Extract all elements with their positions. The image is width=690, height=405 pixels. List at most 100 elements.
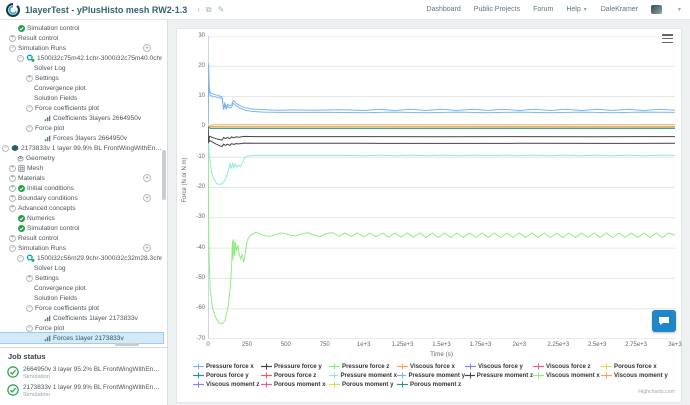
tree-item-convergence-plot[interactable]: Convergence plot <box>0 83 163 93</box>
expand-icon[interactable]: + <box>9 234 16 242</box>
add-icon[interactable]: + <box>143 194 151 202</box>
tree-item-geometry[interactable]: Geometry <box>0 153 163 163</box>
job-item[interactable]: 2173833v 1 layer 99.9% BL FrontWingWithE… <box>0 382 167 400</box>
nav-public-projects[interactable]: Public Projects <box>473 6 521 13</box>
legend-marker-icon <box>261 363 272 370</box>
legend-item[interactable]: Viscous moment x <box>533 372 601 379</box>
tree-item-simulation-runs[interactable]: − Simulation Runs + <box>0 43 163 53</box>
collapse-icon[interactable]: − <box>26 324 33 332</box>
tree-item-settings[interactable]: + Settings <box>0 73 163 83</box>
tree-item-force-plot[interactable]: − Force plot <box>0 323 163 333</box>
nav-forum[interactable]: Forum <box>533 6 554 13</box>
tree-item-simulation-control[interactable]: Simulation control <box>0 223 163 233</box>
expand-icon[interactable]: + <box>9 204 16 212</box>
job-type: Simulation <box>23 392 51 398</box>
tree-item-initial-conditions[interactable]: + Initial conditions <box>0 183 163 193</box>
collapse-icon[interactable]: − <box>9 244 16 252</box>
legend-item[interactable]: Viscous force z <box>533 363 601 370</box>
user-name[interactable]: DaleKramer <box>600 6 639 13</box>
force-plot-card: Force (N or N m) 30 20 10 0 -10 -20 -30 -40 -50 -… <box>176 28 682 403</box>
tree-item-1500i32c56m29-9chr-3000i32c32m28-3chr[interactable]: − 1500i32c56m29.9chr-3000i32c32m28.3chr <box>0 253 163 263</box>
tree-item-materials[interactable]: + Materials + <box>0 173 163 183</box>
legend-item[interactable]: Pressure force y <box>261 363 329 370</box>
edit-icon[interactable]: ✎ <box>217 4 225 14</box>
tree-item-simulation-runs[interactable]: − Simulation Runs + <box>0 243 163 253</box>
tree-item-simulation-control[interactable]: Simulation control <box>0 23 163 33</box>
tree-item-solution-fields[interactable]: Solution Fields <box>0 93 163 103</box>
tree-item-force-coefficients-plot[interactable]: − Force coefficients plot <box>0 103 163 113</box>
tree-item-label: Result control <box>18 234 59 242</box>
expand-icon[interactable]: + <box>26 74 33 82</box>
tree-item-coefficients-3layers-2664950v[interactable]: Coefficients 3layers 2664950v <box>0 113 163 123</box>
force-plot <box>208 36 675 339</box>
add-icon[interactable]: + <box>143 174 151 182</box>
tree-item-numerics[interactable]: Numerics <box>0 213 163 223</box>
highcharts-credits[interactable]: Highcharts.com <box>638 389 675 395</box>
avatar[interactable] <box>651 5 663 14</box>
job-success-icon <box>7 384 19 396</box>
legend-item[interactable]: Porous force z <box>261 372 329 379</box>
legend-item[interactable]: Porous force y <box>193 372 261 379</box>
legend-item[interactable]: Pressure force x <box>193 363 261 370</box>
legend-item[interactable]: Pressure moment z <box>465 372 533 379</box>
tree-item-solver-log[interactable]: Solver Log <box>0 263 163 273</box>
collapse-icon[interactable]: − <box>2 144 9 152</box>
collapse-icon[interactable]: − <box>26 124 33 132</box>
expand-icon[interactable]: + <box>26 274 33 282</box>
tree-item-forces-1layer-2173833v[interactable]: Forces 1layer 2173833v <box>0 332 164 344</box>
chart-menu-icon[interactable] <box>662 34 673 43</box>
legend-item[interactable]: Viscous force y <box>465 363 533 370</box>
tree-item-2173833v-1-layer-99-9-bl-frontwingwithendplate[interactable]: − 2173833v 1 layer 99.9% BL FrontWingWith… <box>0 143 163 153</box>
nav-help[interactable]: Help ▼ <box>566 6 588 13</box>
expand-icon[interactable]: + <box>9 184 16 192</box>
collapse-icon[interactable]: − <box>26 104 33 112</box>
legend-item[interactable]: Porous moment y <box>329 381 397 388</box>
legend-label: Porous moment x <box>274 381 326 388</box>
tree-item-result-control[interactable]: + Result control <box>0 33 163 43</box>
tree-item-forces-3layers-2664950v[interactable]: Forces 3layers 2664950v <box>0 133 163 143</box>
collapse-icon[interactable]: − <box>17 54 24 62</box>
support-chat-button[interactable] <box>652 310 676 332</box>
job-item[interactable]: 2664950v 3 layer 95.2% BL FrontWingWithE… <box>0 364 167 382</box>
tree-item-mesh[interactable]: + Mesh <box>0 163 163 173</box>
duplicate-icon[interactable]: ⧉ <box>205 4 212 14</box>
tree-item-1500i32c75m42-1chr-3000i32c75m40-0chr[interactable]: − 1500i32c75m42.1chr-3000i32c75m40.0chr <box>0 53 163 63</box>
legend-item[interactable]: Pressure moment x <box>329 372 397 379</box>
collapse-icon[interactable]: − <box>26 304 33 312</box>
tree-item-force-coefficients-plot[interactable]: − Force coefficients plot <box>0 303 163 313</box>
legend-item[interactable]: Porous moment z <box>397 381 465 388</box>
expand-icon[interactable]: + <box>9 164 16 172</box>
tree-item-solution-fields[interactable]: Solution Fields <box>0 293 163 303</box>
legend-item[interactable]: Viscous force x <box>397 363 465 370</box>
tree-item-settings[interactable]: + Settings <box>0 273 163 283</box>
legend-item[interactable]: Viscous moment z <box>193 381 261 388</box>
tree-horizontal-scrollbar[interactable] <box>115 343 139 346</box>
collapse-icon[interactable]: − <box>9 44 16 52</box>
tree-item-solver-log[interactable]: Solver Log <box>0 63 163 73</box>
add-icon[interactable]: + <box>143 44 151 52</box>
tree-item-result-control[interactable]: + Result control <box>0 233 163 243</box>
legend-item[interactable]: Pressure moment y <box>397 372 465 379</box>
legend-item[interactable]: Porous force x <box>601 363 669 370</box>
nav-dashboard[interactable]: Dashboard <box>426 6 461 13</box>
expand-icon[interactable]: + <box>9 174 16 182</box>
tree-item-force-plot[interactable]: − Force plot <box>0 123 163 133</box>
user-menu-chevron-icon[interactable]: ▼ <box>677 6 682 13</box>
tree-vertical-scrollbar[interactable] <box>162 150 166 200</box>
add-icon[interactable]: + <box>143 244 151 252</box>
x-tick-label: 2.75e+3 <box>625 342 648 348</box>
expand-icon[interactable]: + <box>9 194 16 202</box>
legend-item[interactable]: Pressure force z <box>329 363 397 370</box>
share-icon[interactable]: ‹ <box>197 4 200 14</box>
tree-item-convergence-plot[interactable]: Convergence plot <box>0 283 163 293</box>
legend-item[interactable]: Porous moment x <box>261 381 329 388</box>
tree-item-boundary-conditions[interactable]: + Boundary conditions + <box>0 193 163 203</box>
legend-marker-icon <box>601 363 612 370</box>
expand-icon[interactable]: + <box>9 34 16 42</box>
legend-item[interactable]: Viscous moment y <box>601 372 669 379</box>
y-tick-label: -40 <box>196 244 205 251</box>
collapse-icon[interactable]: − <box>17 254 24 262</box>
tree-item-label: Solution Fields <box>34 294 78 302</box>
tree-item-advanced-concepts[interactable]: + Advanced concepts <box>0 203 163 213</box>
tree-item-coefficients-1layer-2173833v[interactable]: Coefficients 1layer 2173833v <box>0 313 163 323</box>
